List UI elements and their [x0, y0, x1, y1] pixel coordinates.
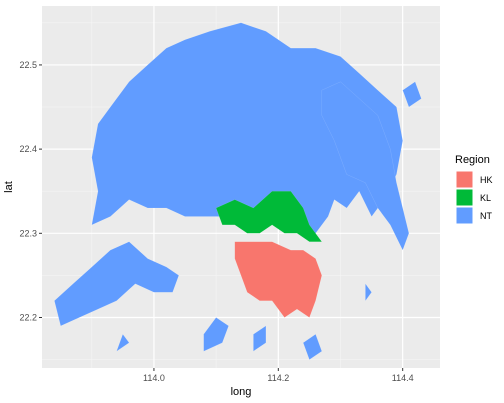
y-tick-label: 22.3 — [19, 228, 37, 238]
x-tick-label: 114.4 — [392, 373, 414, 383]
region-polygon — [321, 81, 410, 251]
legend-key-nt — [455, 206, 474, 225]
region-kl — [215, 191, 323, 242]
legend-label-hk: HK — [480, 175, 493, 185]
legend-key-hk — [455, 170, 474, 189]
map-regions — [54, 22, 422, 360]
legend-label-nt: NT — [480, 211, 492, 221]
y-axis-title: lat — [3, 181, 15, 193]
legend-items: HK KL NT — [455, 170, 493, 225]
region-hk — [234, 241, 322, 318]
legend-key-kl — [455, 188, 474, 207]
region-polygon — [402, 81, 422, 108]
y-tick-label: 22.4 — [19, 144, 37, 154]
region-polygon — [303, 334, 322, 360]
x-tick-label: 114.2 — [267, 373, 289, 383]
region-polygon — [234, 241, 322, 318]
legend: Region HK KL NT — [455, 154, 493, 225]
y-tick-label: 22.2 — [19, 312, 37, 322]
region-polygon — [215, 191, 323, 242]
region-polygon — [116, 334, 130, 352]
x-tick-label: 114.0 — [143, 373, 165, 383]
region-polygon — [253, 325, 267, 352]
y-axis: 22.2 22.3 22.4 22.5 — [19, 60, 42, 322]
y-tick-label: 22.5 — [19, 60, 37, 70]
legend-title: Region — [455, 154, 490, 166]
x-axis-title: long — [231, 386, 252, 398]
region-polygon — [54, 241, 179, 327]
legend-label-kl: KL — [480, 193, 491, 203]
region-polygon — [203, 317, 229, 352]
x-axis: 114.0 114.2 114.4 — [143, 368, 414, 383]
region-polygon — [365, 283, 372, 302]
region-nt — [54, 22, 422, 360]
